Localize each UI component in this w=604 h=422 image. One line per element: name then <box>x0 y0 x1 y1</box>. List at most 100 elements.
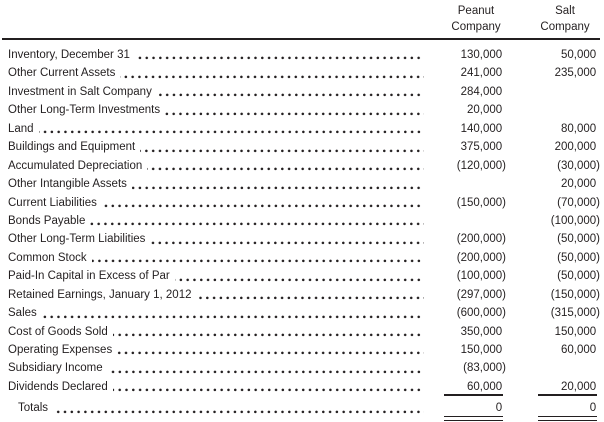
amount-text: 241,000 <box>460 67 503 80</box>
amount-text: (297,000) <box>456 288 506 301</box>
row-label: Paid-In Capital in Excess of Par <box>8 270 170 283</box>
peanut-company-value: 375,000) <box>428 138 506 156</box>
salt-company-value <box>506 359 600 377</box>
table-row: Accumulated Depreciation (120,000) (30,000… <box>8 157 600 175</box>
header-rule <box>2 38 600 40</box>
amount-text: 130,000 <box>460 49 503 61</box>
row-label: Subsidiary Income <box>8 362 103 375</box>
dot-leader <box>112 388 424 393</box>
row-label: Bonds Payable <box>8 214 86 227</box>
column-header-peanut-company: Peanut Company <box>437 3 515 35</box>
table-body: Inventory, December 31130,000)50,000)Oth… <box>8 46 600 422</box>
salt-company-value: 235,000) <box>506 64 600 82</box>
salt-company-value: (50,000) <box>506 230 600 248</box>
table-row: Land 140,000)80,000) <box>8 120 600 138</box>
dot-leader <box>134 56 424 61</box>
table-row: Cost of Goods Sold 350,000)150,000) <box>8 323 600 341</box>
amount-text: (100,000) <box>456 270 506 283</box>
table-row: Other Long-Term Investments 20,000) <box>8 101 600 119</box>
row-label: Buildings and Equipment <box>8 141 136 154</box>
table-row: Other Long-Term Liabilities (200,000) (50,… <box>8 230 600 248</box>
amount-text: 140,000 <box>460 122 503 135</box>
row-label: Retained Earnings, January 1, 2012 <box>8 288 192 301</box>
salt-company-value: (70,000) <box>506 194 600 212</box>
peanut-company-value: (150,000) <box>428 194 506 212</box>
amount-text: 60,000 <box>466 380 503 393</box>
amount-text: (120,000) <box>456 159 506 172</box>
amount-text: 20,000 <box>466 104 503 117</box>
amount-text: (50,000) <box>557 270 600 283</box>
salt-company-value: (50,000) <box>506 249 600 267</box>
salt-company-value: 50,000) <box>506 46 600 64</box>
table-row: Investment in Salt Company 284,000) <box>8 83 600 101</box>
table-header: Peanut Company Salt Company <box>8 3 600 35</box>
row-label: Current Liabilities <box>8 196 97 209</box>
salt-company-value <box>506 101 600 119</box>
column-header-salt-company: Salt Company <box>518 3 604 35</box>
salt-company-value: (50,000) <box>506 267 600 285</box>
row-label: Operating Expenses <box>8 344 113 356</box>
amount-text: (70,000) <box>557 196 600 209</box>
amount-text: 0 <box>495 402 503 415</box>
table-row: Inventory, December 31 130,000)50,000) <box>8 46 600 64</box>
peanut-company-value: 0) <box>428 399 506 422</box>
dot-leader <box>91 259 424 264</box>
amount-text: 350,000 <box>460 325 503 338</box>
salt-company-value: (100,000) <box>506 212 600 230</box>
row-label: Totals <box>18 402 49 415</box>
row-label: Sales <box>8 307 37 320</box>
amount-text: (83,000) <box>463 362 506 375</box>
dot-leader <box>131 185 424 190</box>
salt-company-value: 20,000) <box>506 378 600 397</box>
table-row: Subsidiary Income (83,000) <box>8 359 600 377</box>
amount-text: (200,000) <box>456 233 506 246</box>
row-label: Other Current Assets <box>8 67 116 80</box>
dot-leader <box>38 130 424 135</box>
amount-text: 50,000 <box>560 49 597 61</box>
salt-company-value: 60,000) <box>506 341 600 359</box>
row-label: Accumulated Depreciation <box>8 159 143 172</box>
salt-company-value: (315,000) <box>506 304 600 322</box>
peanut-company-value: (100,000) <box>428 267 506 285</box>
peanut-company-value: 350,000) <box>428 323 506 341</box>
peanut-company-value <box>428 212 506 230</box>
dot-leader <box>150 240 424 245</box>
table-row: Sales (600,000) (315,000) <box>8 304 600 322</box>
peanut-company-value: (297,000) <box>428 286 506 304</box>
table-row: Bonds Payable (100,000) <box>8 212 600 230</box>
dot-leader <box>101 203 424 208</box>
dot-leader <box>41 314 424 319</box>
row-label: Other Intangible Assets <box>8 178 127 191</box>
amount-text: (30,000) <box>557 159 600 172</box>
peanut-company-value: (83,000) <box>428 359 506 377</box>
dot-leader <box>140 148 424 153</box>
amount-text: (150,000) <box>456 196 506 209</box>
salt-company-value: 80,000) <box>506 120 600 138</box>
column-header-peanut-line1: Peanut <box>457 5 495 17</box>
peanut-company-value: 20,000) <box>428 101 506 119</box>
dot-leader <box>53 409 424 414</box>
amount-text: 150,000 <box>554 325 597 338</box>
salt-company-value <box>506 83 600 101</box>
dot-leader <box>117 351 424 356</box>
amount-text: 235,000 <box>554 67 597 80</box>
dot-leader <box>196 296 424 301</box>
peanut-company-value: (600,000) <box>428 304 506 322</box>
peanut-company-value: 284,000) <box>428 83 506 101</box>
table-row: Totals 0)0) <box>8 399 600 422</box>
amount-text: (315,000) <box>550 307 600 320</box>
table-row: Current Liabilities (150,000) (70,000) <box>8 194 600 212</box>
salt-company-value: 200,000) <box>506 138 600 156</box>
row-label: Land <box>8 122 34 135</box>
column-header-salt-line2: Company <box>540 20 590 33</box>
salt-company-value: 0) <box>506 399 600 422</box>
amount-text: (600,000) <box>456 307 506 320</box>
amount-text: 200,000 <box>554 141 597 154</box>
salt-company-value: 20,000) <box>506 175 600 193</box>
peanut-company-value: 130,000) <box>428 46 506 64</box>
amount-text: 20,000 <box>560 380 597 393</box>
peanut-company-value: (200,000) <box>428 249 506 267</box>
amount-text: (100,000) <box>550 214 600 227</box>
peanut-company-value: 60,000) <box>428 378 506 397</box>
row-label: Other Long-Term Investments <box>8 104 161 117</box>
